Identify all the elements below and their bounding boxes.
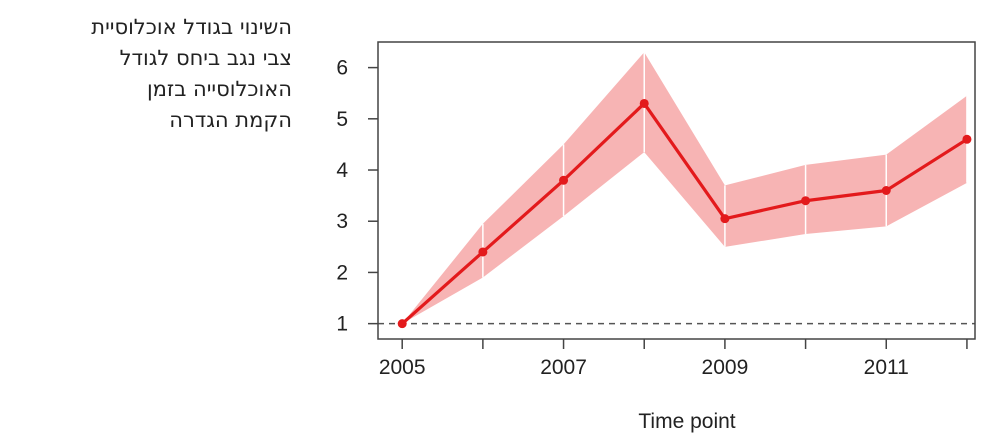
series-line <box>401 101 968 325</box>
confidence-band-layer <box>402 52 967 324</box>
x-tick-label: 2005 <box>379 356 426 379</box>
x-tick-label: 2011 <box>864 356 909 379</box>
y-axis-label-line: הקמת הגדרה <box>169 108 292 132</box>
data-point <box>397 319 407 329</box>
data-point <box>962 134 972 144</box>
series-line-layer <box>401 101 968 325</box>
plot-frame <box>377 41 976 340</box>
data-point <box>559 175 569 185</box>
x-axis-title: Time point <box>638 410 735 433</box>
x-tick-label: 2007 <box>540 356 587 379</box>
y-tick-label: 5 <box>336 108 348 131</box>
y-axis-label-line: השינוי בגודל אוכלוסיית <box>91 15 292 39</box>
x-axis: 2005 2007 2009 2011 <box>379 339 968 379</box>
y-tick-label: 3 <box>336 210 348 233</box>
data-points-layer <box>397 98 972 329</box>
data-point <box>881 186 891 195</box>
x-tick-label: 2009 <box>702 356 749 379</box>
data-point <box>639 98 649 108</box>
data-point <box>801 196 811 206</box>
y-tick-label: 4 <box>336 159 348 182</box>
y-tick-label: 6 <box>336 57 348 80</box>
data-point <box>478 247 488 257</box>
y-axis-label: השינוי בגודל אוכלוסיית צבי נגב ביחס לגוד… <box>0 12 292 136</box>
y-tick-label: 1 <box>336 313 348 336</box>
data-point <box>720 214 730 224</box>
y-axis: 1 2 3 4 5 6 <box>336 57 378 336</box>
y-tick-label: 2 <box>336 261 348 284</box>
y-axis-label-line: האוכלוסייה בזמן <box>146 77 292 101</box>
confidence-band <box>402 52 967 324</box>
y-axis-label-line: צבי נגב ביחס לגודל <box>119 46 292 70</box>
